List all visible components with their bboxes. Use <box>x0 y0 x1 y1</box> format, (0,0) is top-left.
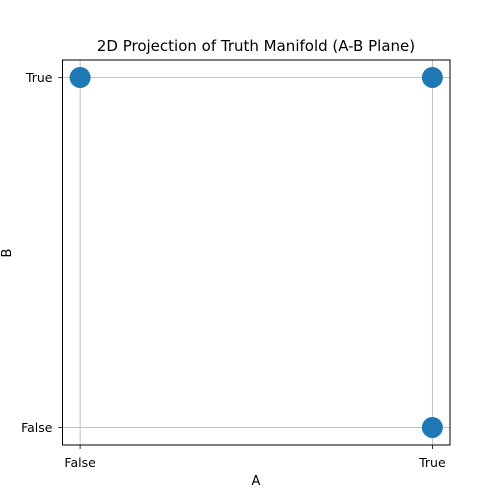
y-axis-ticks: False True <box>21 70 63 435</box>
y-tick-label: False <box>21 420 53 435</box>
x-axis-label: A <box>252 474 261 489</box>
data-point <box>421 417 443 438</box>
y-axis-label: B <box>0 249 15 258</box>
data-point <box>421 67 443 88</box>
grid <box>62 60 450 445</box>
plot-area-frame <box>62 59 451 446</box>
y-tick-label: True <box>25 70 53 85</box>
x-axis-ticks: False True <box>64 445 446 470</box>
x-tick-label: True <box>418 455 446 470</box>
data-point <box>69 67 91 88</box>
x-tick-label: False <box>64 455 96 470</box>
chart-title: 2D Projection of Truth Manifold (A-B Pla… <box>97 37 415 55</box>
data-points <box>69 67 443 438</box>
